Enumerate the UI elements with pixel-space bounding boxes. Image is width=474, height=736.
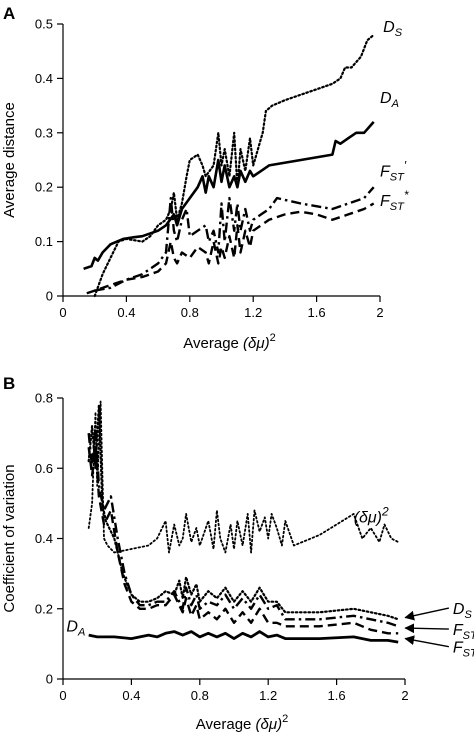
series-label-2: (δμ)2: [354, 505, 389, 527]
series-line-ds: [87, 403, 400, 621]
panel-b-chart: B 0 0.2 0.4 0.6 0.8 0 0.4 0.8 1.2 1.6 2 Coefficient …: [1, 374, 474, 733]
series-line-fst: [86, 202, 375, 295]
y-tick-label: 0.1: [35, 234, 53, 249]
series-line-fst: [87, 446, 399, 635]
x-tick-label: 0.4: [122, 688, 140, 703]
x-tick-label: 1.6: [328, 688, 346, 703]
series-label-fst: FST′: [453, 617, 474, 642]
y-tick-label: 0.5: [35, 17, 53, 32]
y-axis-title: Average distance: [1, 102, 18, 218]
x-tick-label: 0.8: [191, 688, 209, 703]
panel-a-chart: A 0 0.1 0.2 0.3 0.4 0.5 0 0.4 0.8 1.2 1.6 2 Average d…: [1, 4, 409, 352]
x-tick-label: 0: [59, 688, 66, 703]
x-axis-title: Average (δμ)2: [183, 332, 275, 352]
y-tick-label: 0.4: [35, 531, 53, 546]
series-arrow-fst: [404, 623, 449, 634]
series-label-da: DA: [380, 90, 399, 110]
series-line-2: [87, 400, 400, 554]
series-label-da: DA: [66, 619, 85, 639]
series-label-ds: DS: [383, 19, 403, 39]
y-tick-label: 0.4: [35, 71, 53, 86]
series-label-fst: FST′: [380, 158, 407, 183]
x-tick-label: 0.8: [181, 305, 199, 320]
y-axis-title: Coefficient of variation: [1, 464, 18, 612]
series-arrow-fst: [404, 635, 450, 648]
x-tick-label: 2: [401, 688, 408, 703]
series-line-ds: [93, 33, 375, 298]
y-tick-label: 0.2: [35, 180, 53, 195]
y-tick-label: 0: [46, 289, 53, 304]
y-tick-label: 0.3: [35, 125, 53, 140]
y-tick-label: 0.6: [35, 461, 53, 476]
series-line-da: [83, 121, 375, 271]
series-line-fst: [87, 424, 399, 628]
x-tick-label: 0.4: [117, 305, 135, 320]
series-line-da: [88, 630, 399, 644]
x-tick-label: 2: [376, 305, 383, 320]
x-tick-label: 1.2: [244, 305, 262, 320]
series-label-ds: DS: [453, 601, 473, 621]
x-tick-label: 0: [59, 305, 66, 320]
series-label-fst: FST*: [380, 188, 409, 213]
y-tick-label: 0.2: [35, 601, 53, 616]
x-axis-title: Average (δμ)2: [196, 713, 288, 733]
y-tick-label: 0.8: [35, 391, 53, 406]
y-tick-label: 0: [46, 672, 53, 687]
series-arrow-ds: [404, 607, 450, 621]
series-line-fst: [94, 186, 375, 292]
panel-letter: B: [3, 374, 15, 393]
x-tick-label: 1.6: [308, 305, 326, 320]
panel-letter: A: [3, 4, 15, 23]
x-tick-label: 1.2: [259, 688, 277, 703]
series-label-fst: FST*: [453, 635, 474, 660]
